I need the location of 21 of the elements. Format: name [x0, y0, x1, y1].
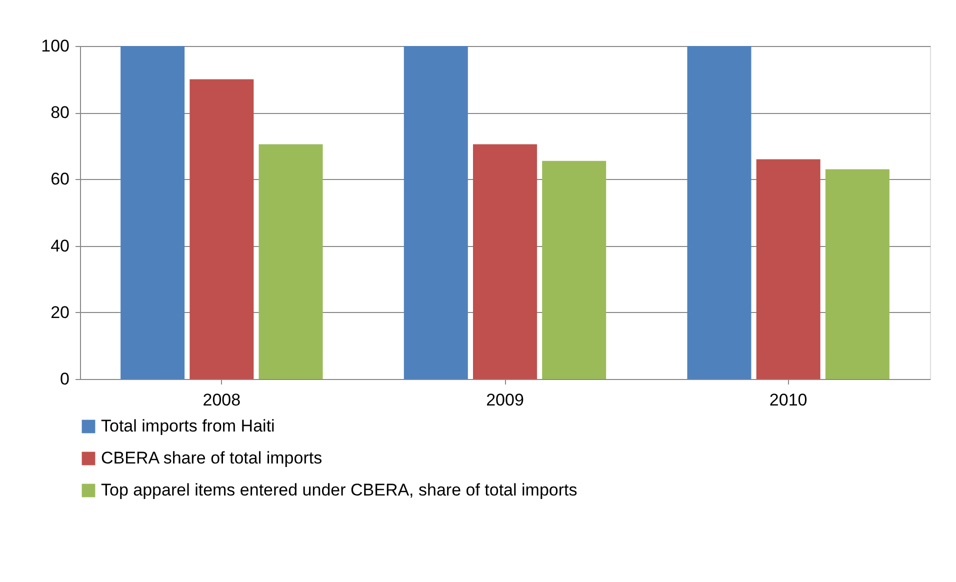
y-tick-label: 60	[50, 170, 70, 189]
bar	[756, 159, 820, 379]
bar	[404, 46, 468, 379]
y-tick-label: 0	[60, 370, 70, 388]
bar	[687, 46, 752, 379]
bar	[120, 46, 185, 379]
x-tick-label: 2010	[769, 390, 808, 410]
bar	[190, 79, 254, 379]
bar	[542, 160, 606, 379]
legend-label: Total imports from Haiti	[101, 416, 275, 436]
legend-label: Top apparel items entered under CBERA, share of total imports	[101, 480, 578, 500]
y-tick-label: 20	[50, 302, 70, 322]
x-tick-label: 2009	[486, 390, 524, 410]
bar	[473, 144, 537, 379]
legend-label: CBERA share of total imports	[101, 448, 322, 468]
bar	[258, 144, 323, 379]
y-tick-label: 40	[50, 236, 70, 256]
y-tick-label: 100	[41, 36, 70, 56]
y-tick-label: 80	[50, 103, 70, 122]
bar	[825, 169, 890, 379]
x-tick-label: 2008	[202, 390, 241, 410]
